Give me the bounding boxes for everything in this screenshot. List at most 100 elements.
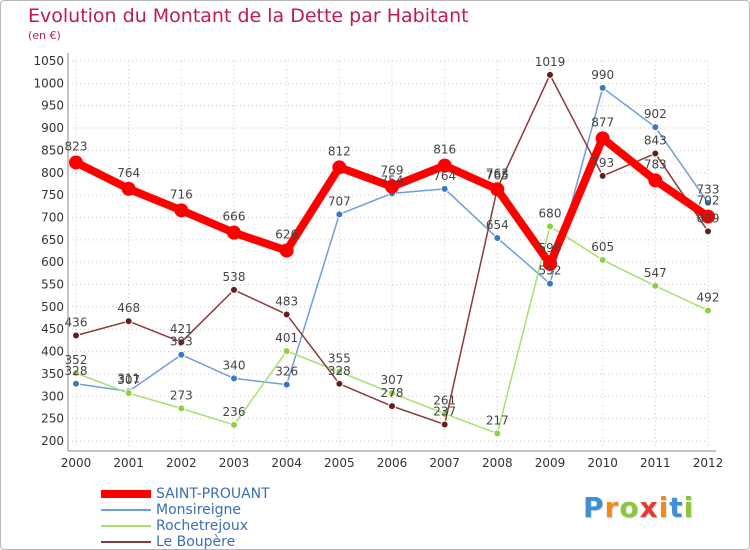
data-label-rochetrejoux-2004: 401 <box>275 331 298 345</box>
y-tick-label-850: 850 <box>41 143 64 157</box>
logo-letter: x <box>639 491 659 524</box>
data-label-layer: 328 311 393 340 326 707 754 764 654 552 990 902 733 3… <box>65 55 720 428</box>
data-label-le-boup-re-2006: 278 <box>381 386 404 400</box>
legend-swatch-le-boup-re <box>101 541 151 543</box>
y-tick-label-1000: 1000 <box>33 76 64 90</box>
chart-subtitle: (en €) <box>28 29 61 42</box>
data-label-rochetrejoux-2005: 355 <box>328 352 351 366</box>
data-label-saint-prouant-2006: 769 <box>381 164 404 178</box>
point-le-boup-re-2012 <box>704 227 712 236</box>
data-label-monsireigne-2011: 902 <box>644 107 667 121</box>
point-rochetrejoux-2000 <box>72 369 80 378</box>
chart-title: Evolution du Montant de la Dette par Hab… <box>28 5 469 27</box>
point-saint-prouant-2009 <box>543 256 557 271</box>
point-rochetrejoux-2010 <box>598 255 607 264</box>
data-label-rochetrejoux-2012: 492 <box>697 290 720 304</box>
point-rochetrejoux-2011 <box>651 281 660 290</box>
legend-label-saint-prouant: SAINT-PROUANT <box>156 486 270 502</box>
x-tick-label-2004: 2004 <box>271 456 302 470</box>
data-label-monsireigne-2005: 707 <box>328 194 351 208</box>
data-label-monsireigne-2009: 552 <box>539 264 562 278</box>
data-label-monsireigne-2008: 654 <box>486 218 509 232</box>
point-saint-prouant-2000 <box>69 155 83 170</box>
point-saint-prouant-2007 <box>437 158 452 173</box>
x-tick-label-2002: 2002 <box>166 456 197 470</box>
data-label-monsireigne-2003: 340 <box>223 358 246 372</box>
data-label-le-boup-re-2011: 843 <box>644 134 667 148</box>
point-monsireigne-2009 <box>546 279 554 288</box>
data-label-monsireigne-2001: 311 <box>117 371 140 385</box>
point-monsireigne-2010 <box>598 83 607 92</box>
point-saint-prouant-2002 <box>174 203 189 218</box>
point-le-boup-re-2001 <box>124 317 133 326</box>
data-label-monsireigne-2007: 764 <box>433 169 456 183</box>
data-label-monsireigne-2000: 328 <box>65 364 88 378</box>
axis-layer: 2002503003504004505005506006507007508008… <box>33 53 723 470</box>
point-monsireigne-2003 <box>230 374 238 383</box>
data-label-le-boup-re-2005: 328 <box>328 364 351 378</box>
point-rochetrejoux-2005 <box>335 367 344 376</box>
data-label-rochetrejoux-2001: 307 <box>117 373 140 387</box>
y-tick-label-550: 550 <box>41 278 64 292</box>
data-label-le-boup-re-2007: 237 <box>433 404 456 418</box>
x-tick-label-2009: 2009 <box>535 456 566 470</box>
point-le-boup-re-2002 <box>177 338 186 347</box>
point-rochetrejoux-2012 <box>704 306 712 315</box>
x-tick-label-2001: 2001 <box>113 456 144 470</box>
series-layer <box>69 70 715 438</box>
point-rochetrejoux-2001 <box>124 389 133 398</box>
data-label-rochetrejoux-2003: 236 <box>223 405 246 419</box>
data-label-rochetrejoux-2008: 217 <box>486 413 509 427</box>
point-le-boup-re-2003 <box>230 285 238 294</box>
logo-letter: i <box>683 491 695 524</box>
point-le-boup-re-2009 <box>546 70 554 79</box>
point-rochetrejoux-2009 <box>546 222 554 231</box>
legend-swatch-rochetrejoux <box>101 525 151 527</box>
data-label-saint-prouant-2005: 812 <box>328 144 351 158</box>
legend-label-le-boup-re: Le Boupère <box>156 534 236 550</box>
data-label-monsireigne-2004: 326 <box>275 365 298 379</box>
x-tick-label-2005: 2005 <box>324 456 355 470</box>
y-tick-label-400: 400 <box>41 345 64 359</box>
point-le-boup-re-2007 <box>440 420 449 429</box>
y-tick-label-950: 950 <box>41 99 64 113</box>
y-tick-label-350: 350 <box>41 367 64 381</box>
data-label-rochetrejoux-2000: 352 <box>65 353 88 367</box>
x-tick-label-2000: 2000 <box>61 456 92 470</box>
x-tick-label-2008: 2008 <box>482 456 513 470</box>
point-monsireigne-2007 <box>440 184 449 193</box>
data-label-le-boup-re-2008: 765 <box>486 168 509 182</box>
data-label-rochetrejoux-2006: 307 <box>381 373 404 387</box>
y-tick-label-900: 900 <box>41 121 64 135</box>
point-monsireigne-2011 <box>651 123 660 132</box>
data-label-rochetrejoux-2011: 547 <box>644 266 667 280</box>
point-le-boup-re-2000 <box>72 331 80 340</box>
point-le-boup-re-2005 <box>335 379 344 388</box>
x-tick-label-2007: 2007 <box>429 456 460 470</box>
data-label-saint-prouant-2004: 626 <box>275 228 298 242</box>
data-label-saint-prouant-2003: 666 <box>223 210 246 224</box>
y-tick-label-650: 650 <box>41 233 64 247</box>
point-saint-prouant-2004 <box>279 243 294 258</box>
data-label-le-boup-re-2003: 538 <box>223 270 246 284</box>
point-monsireigne-2002 <box>177 350 186 359</box>
data-label-le-boup-re-2004: 483 <box>275 294 298 308</box>
legend-swatch-monsireigne <box>101 509 151 511</box>
data-label-saint-prouant-2008: 763 <box>486 166 509 180</box>
point-le-boup-re-2004 <box>282 310 291 319</box>
point-saint-prouant-2010 <box>595 131 610 146</box>
data-label-rochetrejoux-2010: 605 <box>591 240 614 254</box>
data-label-rochetrejoux-2002: 273 <box>170 388 193 402</box>
logo-letter: P <box>583 491 605 524</box>
point-saint-prouant-2006 <box>385 179 399 194</box>
logo-letter: t <box>669 491 684 524</box>
point-monsireigne-2000 <box>72 379 80 388</box>
data-label-saint-prouant-2001: 764 <box>117 166 140 180</box>
data-label-monsireigne-2002: 393 <box>170 335 193 349</box>
point-saint-prouant-2012 <box>701 209 715 224</box>
point-rochetrejoux-2006 <box>388 389 396 398</box>
data-label-rochetrejoux-2007: 261 <box>433 394 456 408</box>
data-label-le-boup-re-2010: 793 <box>591 156 614 170</box>
